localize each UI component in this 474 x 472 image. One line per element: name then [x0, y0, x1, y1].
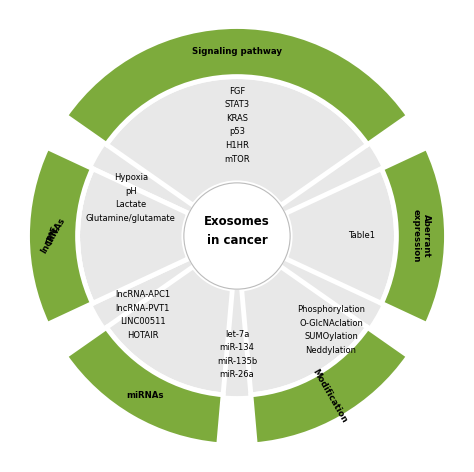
Text: Signaling pathway: Signaling pathway: [192, 47, 282, 56]
Wedge shape: [382, 147, 447, 325]
Wedge shape: [78, 169, 189, 303]
Text: Modification: Modification: [310, 367, 348, 424]
Text: TME: TME: [45, 225, 60, 247]
Wedge shape: [65, 328, 223, 445]
Circle shape: [184, 183, 290, 289]
Text: lncRNA-APC1
lncRNA-PVT1
LINC00511
HOTAIR: lncRNA-APC1 lncRNA-PVT1 LINC00511 HOTAIR: [115, 290, 171, 340]
Text: Hypoxia
pH
Lactate
Glutamine/glutamate: Hypoxia pH Lactate Glutamine/glutamate: [86, 173, 176, 223]
Wedge shape: [251, 328, 409, 445]
Text: Phosphorylation
O-GlcNAclation
SUMOylation
Neddylation: Phosphorylation O-GlcNAclation SUMOylati…: [297, 305, 365, 355]
Wedge shape: [27, 147, 92, 325]
Wedge shape: [107, 267, 232, 395]
Text: lncRNAs: lncRNAs: [39, 217, 66, 255]
Wedge shape: [65, 26, 409, 144]
Text: Exosomes
in cancer: Exosomes in cancer: [204, 215, 270, 247]
Wedge shape: [78, 169, 189, 303]
Text: miRNAs: miRNAs: [126, 391, 164, 400]
Wedge shape: [107, 76, 367, 205]
Wedge shape: [285, 169, 396, 303]
Text: Aberrant
expression: Aberrant expression: [412, 209, 431, 263]
Wedge shape: [27, 147, 92, 325]
Text: FGF
STAT3
KRAS
p53
H1HR
mTOR: FGF STAT3 KRAS p53 H1HR mTOR: [224, 87, 250, 164]
Text: Table1: Table1: [348, 231, 375, 241]
Circle shape: [78, 76, 396, 396]
Text: let-7a
miR-134
miR-135b
miR-26a: let-7a miR-134 miR-135b miR-26a: [217, 329, 257, 379]
Wedge shape: [242, 267, 367, 395]
